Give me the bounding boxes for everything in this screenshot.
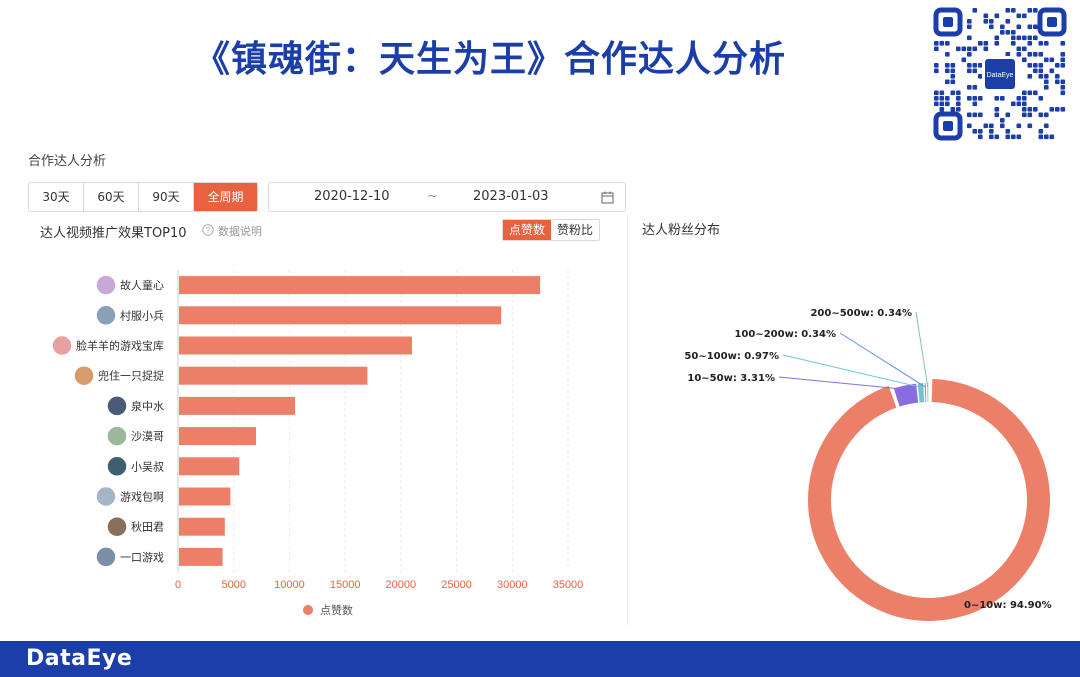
range-tab-30d[interactable]: 30天 [29,183,84,211]
donut-slice [924,383,927,403]
donut-slice [927,383,929,403]
metric-toggle: 点赞数 赞粉比 [502,219,601,241]
bar [179,427,256,446]
bar [179,487,231,506]
legend-marker [303,605,313,615]
label-leader [839,332,926,388]
x-tick-label: 30000 [497,579,528,591]
x-tick-label: 0 [175,579,181,591]
svg-text:?: ? [206,226,211,235]
x-tick-label: 20000 [386,579,417,591]
donut-chart: 200~500w: 0.34% 100~200w: 0.34% 50~100w: 0… [684,308,1052,621]
x-tick-label: 5000 [221,579,245,591]
avatar [95,274,117,296]
x-tick-label: 25000 [441,579,472,591]
category-label: 小吴叔 [131,459,164,473]
slide-title: 《镇魂街：天生为王》合作达人分析 [193,39,786,80]
avatar [95,485,117,508]
date-separator: ~ [427,189,438,204]
donut-slice [917,383,925,403]
category-label: 秋田君 [131,520,164,534]
slice-label: 50~100w: 0.97% [684,351,779,362]
x-tick-label: 10000 [274,579,305,591]
x-tick-label: 15000 [330,579,361,591]
date-start[interactable]: 2020-12-10 [314,189,390,204]
help-text[interactable]: 数据说明 [218,225,262,238]
category-label: 沙漠哥 [131,430,164,443]
legend-label: 点赞数 [320,604,353,617]
bar [179,336,412,355]
avatar [51,334,73,357]
slice-label: 100~200w: 0.34% [734,329,836,340]
toggle-like-fan-ratio[interactable]: 赞粉比 [557,223,594,237]
slice-label: 200~500w: 0.34% [810,308,912,319]
avatar [106,425,128,447]
category-label: 故人童心 [120,278,164,292]
avatar [106,455,128,478]
calendar-icon[interactable] [601,191,614,204]
category-label: 一口游戏 [120,551,164,564]
avatar [106,515,128,538]
label-leader [782,354,921,388]
donut-panel-title: 达人粉丝分布 [642,223,721,238]
help-icon[interactable]: ? [202,224,214,236]
qr-code: DataEye [930,4,1070,144]
category-label: 游戏包啊 [120,491,164,504]
donut-slice [893,383,919,407]
slice-label: 0~10w: 94.90% [964,600,1052,611]
bar-panel-title: 达人视频推广效果TOP10 [40,226,187,241]
bar [179,306,502,325]
category-label: 村服小兵 [120,308,164,322]
bar [179,457,240,476]
bar-chart: 0 5000 10000 15000 20000 25000 30000 35000 故人童心村… [51,270,584,617]
bar [179,517,225,536]
avatar [73,364,95,387]
category-label: 泉中水 [131,399,164,413]
date-range-picker[interactable]: 2020-12-10 ~ 2023-01-03 [268,182,626,212]
range-tab-60d[interactable]: 60天 [84,183,139,211]
label-leader [915,311,929,388]
avatar [106,395,128,417]
bar [179,396,295,415]
category-label: 兜住一只捉捉 [98,369,164,383]
category-label: 脸羊羊的游戏宝库 [76,339,164,353]
label-leader [877,603,950,610]
donut-slice [808,379,1050,621]
avatar [95,546,117,568]
range-tab-all[interactable]: 全周期 [194,183,257,211]
panel-divider [627,215,628,625]
bar [179,366,368,385]
date-end[interactable]: 2023-01-03 [473,189,549,204]
range-tab-90d[interactable]: 90天 [139,183,194,211]
qr-logo-text: DataEye [987,72,1014,79]
footer-bar: DataEye [0,641,1080,677]
bar [179,276,541,295]
bar [179,547,223,566]
slice-label: 10~50w: 3.31% [687,373,775,384]
avatar [95,304,117,327]
range-tabs: 30天 60天 90天 全周期 [28,182,258,212]
footer-logo: DataEye [26,646,133,671]
section-title: 合作达人分析 [28,154,107,169]
label-leader [778,376,906,390]
toggle-likes[interactable]: 点赞数 [503,220,552,240]
x-tick-label: 35000 [553,579,584,591]
